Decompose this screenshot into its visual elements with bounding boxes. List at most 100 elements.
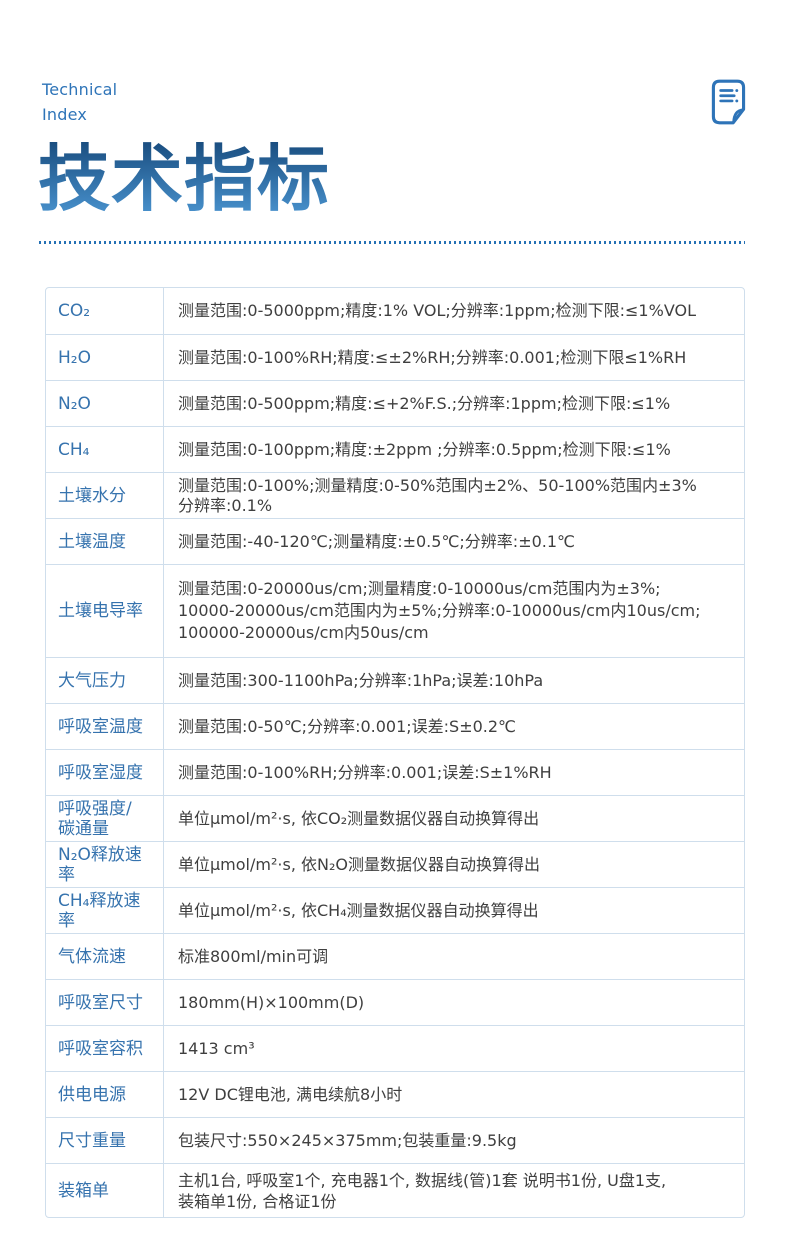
table-row: 装箱单 主机1台, 呼吸室1个, 充电器1个, 数据线(管)1套 说明书1份, … [46,1163,744,1217]
table-row: 呼吸室湿度 测量范围:0-100%RH;分辨率:0.001;误差:S±1%RH [46,749,744,795]
spec-value: 标准800ml/min可调 [178,946,329,966]
spec-label: CH₄释放速率 [58,890,141,931]
spec-label: CH₄ [58,439,90,460]
spec-value-cell: 标准800ml/min可调 [164,944,744,970]
spec-label-cell: CH₄ [46,427,164,472]
spec-label-cell: 土壤水分 [46,473,164,518]
spec-value-cell: 单位μmol/m²·s, 依CO₂测量数据仪器自动换算得出 [164,806,744,832]
table-row: N₂O释放速率 单位μmol/m²·s, 依N₂O测量数据仪器自动换算得出 [46,841,744,887]
spec-value-cell: 测量范围:300-1100hPa;分辨率:1hPa;误差:10hPa [164,668,744,694]
spec-value-cell: 测量范围:0-20000us/cm;测量精度:0-10000us/cm范围内为±… [164,576,744,646]
spec-label-cell: 土壤电导率 [46,565,164,657]
table-row: CO₂ 测量范围:0-5000ppm;精度:1% VOL;分辨率:1ppm;检测… [46,288,744,334]
table-row: 土壤温度 测量范围:-40-120℃;测量精度:±0.5℃;分辨率:±0.1℃ [46,518,744,564]
spec-label: 呼吸室温度 [58,716,143,737]
spec-label: 呼吸室容积 [58,1038,143,1059]
spec-value-cell: 测量范围:0-500ppm;精度:≤+2%F.S.;分辨率:1ppm;检测下限:… [164,391,744,417]
spec-label-cell: 大气压力 [46,658,164,703]
spec-label-cell: CO₂ [46,288,164,334]
spec-label-cell: 供电电源 [46,1072,164,1117]
spec-label: 呼吸室尺寸 [58,992,143,1013]
spec-label: 呼吸强度/ 碳通量 [58,798,132,839]
spec-label: 土壤水分 [58,485,126,506]
spec-label-cell: 呼吸室尺寸 [46,980,164,1025]
table-row: N₂O 测量范围:0-500ppm;精度:≤+2%F.S.;分辨率:1ppm;检… [46,380,744,426]
table-row: 气体流速 标准800ml/min可调 [46,933,744,979]
spec-value-cell: 12V DC锂电池, 满电续航8小时 [164,1082,744,1108]
spec-value: 测量范围:300-1100hPa;分辨率:1hPa;误差:10hPa [178,670,544,690]
spec-label-cell: 装箱单 [46,1164,164,1217]
table-row: 供电电源 12V DC锂电池, 满电续航8小时 [46,1071,744,1117]
spec-label: N₂O释放速率 [58,844,142,885]
spec-value: 1413 cm³ [178,1038,255,1058]
spec-label-cell: 土壤温度 [46,519,164,564]
spec-value: 主机1台, 呼吸室1个, 充电器1个, 数据线(管)1套 说明书1份, U盘1支… [178,1170,667,1211]
spec-value: 测量范围:0-20000us/cm;测量精度:0-10000us/cm范围内为±… [178,579,701,642]
spec-value: 测量范围:0-100%;测量精度:0-50%范围内±2%、50-100%范围内±… [178,475,697,515]
spec-label-cell: N₂O [46,381,164,426]
spec-value: 单位μmol/m²·s, 依CO₂测量数据仪器自动换算得出 [178,808,540,828]
spec-label-cell: N₂O释放速率 [46,842,164,887]
spec-value-cell: 180mm(H)×100mm(D) [164,990,744,1016]
spec-value-cell: 测量范围:0-100%;测量精度:0-50%范围内±2%、50-100%范围内±… [164,474,744,518]
spec-label: 尺寸重量 [58,1130,126,1151]
spec-table: CO₂ 测量范围:0-5000ppm;精度:1% VOL;分辨率:1ppm;检测… [45,287,745,1218]
spec-value: 测量范围:0-100ppm;精度:±2ppm ;分辨率:0.5ppm;检测下限:… [178,439,671,459]
dotted-separator [39,241,745,244]
spec-value: 测量范围:0-5000ppm;精度:1% VOL;分辨率:1ppm;检测下限:≤… [178,301,696,320]
spec-value-cell: 测量范围:0-100ppm;精度:±2ppm ;分辨率:0.5ppm;检测下限:… [164,437,744,463]
spec-value-cell: 测量范围:0-50℃;分辨率:0.001;误差:S±0.2℃ [164,714,744,740]
spec-value: 包装尺寸:550×245×375mm;包装重量:9.5kg [178,1130,517,1150]
spec-label-cell: 呼吸强度/ 碳通量 [46,796,164,841]
spec-value-cell: 主机1台, 呼吸室1个, 充电器1个, 数据线(管)1套 说明书1份, U盘1支… [164,1168,744,1214]
spec-label: N₂O [58,393,91,414]
spec-value-cell: 单位μmol/m²·s, 依N₂O测量数据仪器自动换算得出 [164,852,744,878]
spec-value: 测量范围:0-500ppm;精度:≤+2%F.S.;分辨率:1ppm;检测下限:… [178,393,671,413]
spec-value-cell: 测量范围:0-100%RH;分辨率:0.001;误差:S±1%RH [164,760,744,786]
spec-label-cell: 呼吸室容积 [46,1026,164,1071]
table-row: CH₄ 测量范围:0-100ppm;精度:±2ppm ;分辨率:0.5ppm;检… [46,426,744,472]
spec-label-cell: 气体流速 [46,934,164,979]
spec-value-cell: 包装尺寸:550×245×375mm;包装重量:9.5kg [164,1128,744,1154]
spec-label-cell: 尺寸重量 [46,1118,164,1163]
spec-value: 测量范围:0-100%RH;精度:≤±2%RH;分辨率:0.001;检测下限≤1… [178,347,687,367]
spec-value: 180mm(H)×100mm(D) [178,992,365,1012]
spec-label: 气体流速 [58,946,126,967]
spec-value: 测量范围:0-50℃;分辨率:0.001;误差:S±0.2℃ [178,716,517,736]
spec-label: H₂O [58,347,91,368]
table-row: 呼吸室容积 1413 cm³ [46,1025,744,1071]
spec-value: 单位μmol/m²·s, 依CH₄测量数据仪器自动换算得出 [178,900,539,920]
spec-value: 12V DC锂电池, 满电续航8小时 [178,1084,403,1104]
spec-label-cell: H₂O [46,335,164,380]
spec-label: 土壤电导率 [58,601,143,621]
spec-label: 大气压力 [58,670,126,691]
page-title: 技术指标 [38,140,331,220]
spec-value-cell: 测量范围:0-100%RH;精度:≤±2%RH;分辨率:0.001;检测下限≤1… [164,345,744,371]
table-row: 大气压力 测量范围:300-1100hPa;分辨率:1hPa;误差:10hPa [46,657,744,703]
spec-label-cell: 呼吸室湿度 [46,750,164,795]
spec-value: 测量范围:0-100%RH;分辨率:0.001;误差:S±1%RH [178,762,552,782]
document-list-icon [711,79,746,125]
table-row: CH₄释放速率 单位μmol/m²·s, 依CH₄测量数据仪器自动换算得出 [46,887,744,933]
spec-value-cell: 测量范围:0-5000ppm;精度:1% VOL;分辨率:1ppm;检测下限:≤… [164,298,744,324]
table-row: 土壤水分 测量范围:0-100%;测量精度:0-50%范围内±2%、50-100… [46,472,744,518]
spec-label-cell: 呼吸室温度 [46,704,164,749]
table-row: 土壤电导率 测量范围:0-20000us/cm;测量精度:0-10000us/c… [46,564,744,657]
spec-label-cell: CH₄释放速率 [46,888,164,933]
table-row: 呼吸室温度 测量范围:0-50℃;分辨率:0.001;误差:S±0.2℃ [46,703,744,749]
spec-label: 供电电源 [58,1084,126,1105]
table-row: H₂O 测量范围:0-100%RH;精度:≤±2%RH;分辨率:0.001;检测… [46,334,744,380]
spec-value: 测量范围:-40-120℃;测量精度:±0.5℃;分辨率:±0.1℃ [178,531,576,551]
eyebrow-text: Technical Index [42,80,118,124]
spec-label: 呼吸室湿度 [58,762,143,783]
spec-value: 单位μmol/m²·s, 依N₂O测量数据仪器自动换算得出 [178,854,540,874]
spec-value-cell: 单位μmol/m²·s, 依CH₄测量数据仪器自动换算得出 [164,898,744,924]
table-row: 呼吸强度/ 碳通量 单位μmol/m²·s, 依CO₂测量数据仪器自动换算得出 [46,795,744,841]
table-row: 呼吸室尺寸 180mm(H)×100mm(D) [46,979,744,1025]
spec-label: 装箱单 [58,1180,109,1201]
spec-value-cell: 1413 cm³ [164,1036,744,1062]
spec-label: CO₂ [58,301,91,321]
table-row: 尺寸重量 包装尺寸:550×245×375mm;包装重量:9.5kg [46,1117,744,1163]
spec-label: 土壤温度 [58,531,126,552]
spec-value-cell: 测量范围:-40-120℃;测量精度:±0.5℃;分辨率:±0.1℃ [164,529,744,555]
